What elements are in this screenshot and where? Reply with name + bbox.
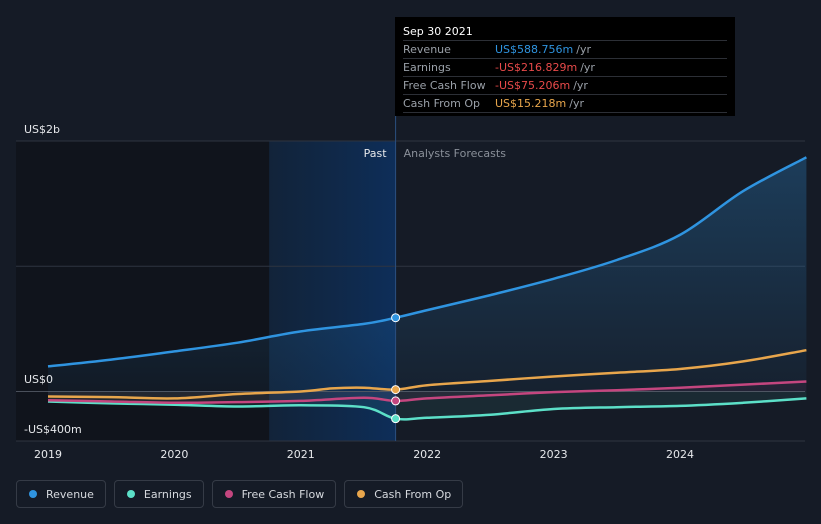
tooltip-row-unit: /yr xyxy=(580,61,595,74)
x-tick-label: 2019 xyxy=(34,448,62,461)
tooltip-row: Free Cash Flow -US$75.206m/yr xyxy=(403,77,727,95)
tooltip-row: Cash From Op US$15.218m/yr xyxy=(403,95,727,113)
legend-label: Earnings xyxy=(143,487,192,501)
legend-dot-icon xyxy=(357,490,366,498)
tooltip-row-unit: /yr xyxy=(569,97,584,110)
legend-item-free-cash-flow[interactable]: Free Cash Flow xyxy=(211,480,337,508)
legend: Revenue Earnings Free Cash Flow Cash From O… xyxy=(16,480,464,508)
legend-item-earnings[interactable]: Earnings xyxy=(113,480,204,508)
tooltip-row-label: Cash From Op xyxy=(403,97,481,110)
free-cash-flow-marker xyxy=(391,396,401,406)
legend-dot-icon xyxy=(29,490,37,498)
tooltip-row-label: Earnings xyxy=(403,61,451,74)
revenue-line xyxy=(47,156,807,368)
tooltip-row-value: -US$75.206m xyxy=(495,79,571,92)
legend-label: Free Cash Flow xyxy=(241,487,325,501)
x-tick-label: 2020 xyxy=(160,448,188,461)
x-tick-label: 2024 xyxy=(666,448,694,461)
tooltip-row-value: -US$216.829m xyxy=(495,61,578,74)
tooltip-row-label: Free Cash Flow xyxy=(403,79,486,92)
tooltip-row-label: Revenue xyxy=(403,43,451,56)
free-cash-flow-line xyxy=(47,380,807,405)
y-axis-labels: US$2b US$0 -US$400m xyxy=(24,123,82,436)
legend-label: Revenue xyxy=(46,487,94,501)
free-cash-flow-area xyxy=(48,381,807,403)
legend-item-cash-from-op[interactable]: Cash From Op xyxy=(344,480,464,508)
tooltip: Sep 30 2021 Revenue US$588.756m/yr Earning… xyxy=(395,17,735,116)
earnings-marker xyxy=(391,414,401,424)
hover-markers xyxy=(391,313,401,424)
x-tick-label: 2022 xyxy=(413,448,441,461)
tooltip-date: Sep 30 2021 xyxy=(403,23,727,41)
series-areas xyxy=(48,157,807,420)
x-tick-label: 2021 xyxy=(287,448,315,461)
tooltip-row-value: US$588.756m xyxy=(495,43,574,56)
tooltip-row-unit: /yr xyxy=(576,43,591,56)
legend-dot-icon xyxy=(126,490,135,498)
tooltip-row: Revenue US$588.756m/yr xyxy=(403,41,727,59)
revenue-area xyxy=(48,157,807,392)
y-tick-label: US$2b xyxy=(24,123,60,136)
earnings-area xyxy=(48,391,807,420)
forecast-label: Analysts Forecasts xyxy=(404,147,507,160)
tooltip-row-unit: /yr xyxy=(573,79,588,92)
tooltip-row: Earnings -US$216.829m/yr xyxy=(403,59,727,77)
y-tick-label: US$0 xyxy=(24,373,53,386)
legend-item-revenue[interactable]: Revenue xyxy=(16,480,106,508)
tooltip-row-value: US$15.218m xyxy=(495,97,567,110)
y-tick-label: -US$400m xyxy=(24,423,82,436)
legend-label: Cash From Op xyxy=(374,487,452,501)
legend-dot-icon xyxy=(224,490,233,498)
cash-from-op-marker xyxy=(391,385,401,395)
earnings-line xyxy=(47,397,807,421)
x-tick-label: 2023 xyxy=(540,448,568,461)
x-axis-labels: 2019 2020 2021 2022 2023 2024 xyxy=(34,448,694,461)
revenue-marker xyxy=(391,313,401,323)
past-label: Past xyxy=(364,147,388,160)
